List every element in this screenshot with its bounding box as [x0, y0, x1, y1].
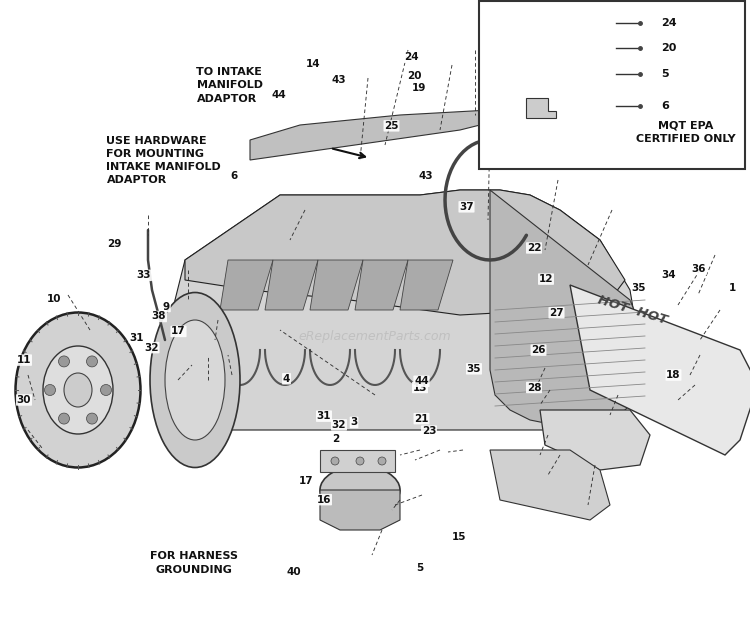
Polygon shape	[220, 260, 273, 310]
Bar	[478, 1, 745, 169]
Text: 29: 29	[106, 239, 122, 249]
Polygon shape	[265, 260, 318, 310]
Text: 35: 35	[632, 283, 646, 293]
Text: 36: 36	[692, 264, 706, 274]
Text: 17: 17	[171, 326, 186, 336]
Text: 25: 25	[384, 121, 399, 131]
Text: 20: 20	[662, 44, 677, 54]
Text: 28: 28	[526, 383, 542, 392]
Circle shape	[44, 384, 56, 396]
Text: TO INTAKE
MANIFOLD
ADAPTOR: TO INTAKE MANIFOLD ADAPTOR	[196, 67, 262, 103]
Text: 21: 21	[414, 414, 429, 424]
Text: FOR HARNESS
GROUNDING: FOR HARNESS GROUNDING	[149, 551, 238, 574]
Polygon shape	[310, 260, 363, 310]
Text: 27: 27	[549, 308, 564, 318]
Text: 40: 40	[286, 567, 302, 577]
Text: eReplacementParts.com: eReplacementParts.com	[298, 330, 452, 343]
Circle shape	[100, 384, 112, 396]
Text: 6: 6	[230, 171, 238, 181]
Polygon shape	[355, 260, 408, 310]
Text: 4: 4	[283, 374, 290, 384]
Text: 11: 11	[16, 355, 32, 365]
Text: 35: 35	[466, 364, 482, 374]
Text: 19: 19	[411, 83, 426, 93]
Circle shape	[86, 356, 98, 367]
Polygon shape	[170, 190, 640, 430]
Polygon shape	[490, 190, 650, 425]
Circle shape	[86, 413, 98, 424]
Text: 12: 12	[538, 274, 554, 284]
Polygon shape	[526, 98, 556, 118]
Ellipse shape	[43, 346, 113, 434]
Ellipse shape	[320, 466, 400, 514]
Polygon shape	[185, 190, 625, 315]
Polygon shape	[400, 260, 453, 310]
Circle shape	[58, 356, 70, 367]
Text: MQT EPA
CERTIFIED ONLY: MQT EPA CERTIFIED ONLY	[636, 120, 736, 145]
Circle shape	[58, 413, 70, 424]
Text: 1: 1	[728, 283, 736, 293]
Text: 44: 44	[414, 376, 429, 386]
Text: 14: 14	[306, 59, 321, 69]
Text: 43: 43	[332, 75, 346, 85]
Ellipse shape	[150, 293, 240, 467]
Text: 6: 6	[662, 100, 670, 110]
Polygon shape	[540, 410, 650, 470]
Text: 34: 34	[662, 270, 676, 280]
Polygon shape	[250, 90, 625, 160]
Circle shape	[331, 457, 339, 465]
Text: 22: 22	[526, 243, 542, 253]
Text: 24: 24	[404, 52, 418, 62]
Text: 23: 23	[422, 426, 436, 436]
Text: 16: 16	[316, 495, 332, 505]
Text: USE HARDWARE
FOR MOUNTING
INTAKE MANIFOLD
ADAPTOR: USE HARDWARE FOR MOUNTING INTAKE MANIFOL…	[106, 136, 221, 186]
Text: 33: 33	[136, 270, 152, 280]
Ellipse shape	[16, 313, 140, 467]
Polygon shape	[320, 450, 395, 472]
Text: 31: 31	[316, 411, 332, 421]
Text: 43: 43	[419, 171, 434, 181]
Polygon shape	[570, 285, 750, 455]
Text: 24: 24	[662, 18, 677, 28]
Circle shape	[378, 457, 386, 465]
Text: 2: 2	[332, 434, 340, 444]
Ellipse shape	[64, 373, 92, 407]
Text: 5: 5	[662, 69, 669, 78]
Text: 31: 31	[129, 333, 144, 343]
Text: 10: 10	[46, 294, 62, 304]
Text: 32: 32	[144, 343, 159, 353]
Ellipse shape	[165, 320, 225, 440]
Text: 30: 30	[16, 395, 32, 405]
Text: 20: 20	[406, 71, 422, 81]
Text: 32: 32	[332, 420, 346, 430]
Text: 44: 44	[272, 90, 286, 100]
Text: 5: 5	[416, 563, 424, 573]
Text: 18: 18	[666, 370, 681, 380]
Polygon shape	[490, 450, 610, 520]
Text: 13: 13	[413, 383, 428, 392]
Text: 26: 26	[531, 345, 546, 355]
Text: 17: 17	[298, 476, 314, 486]
Text: 38: 38	[152, 312, 166, 321]
Text: 15: 15	[452, 532, 466, 542]
Circle shape	[356, 457, 364, 465]
Text: 37: 37	[459, 202, 474, 212]
Text: 9: 9	[163, 302, 170, 312]
Polygon shape	[320, 490, 400, 530]
Text: 3: 3	[350, 417, 358, 427]
Text: HOT  HOT: HOT HOT	[596, 293, 668, 327]
